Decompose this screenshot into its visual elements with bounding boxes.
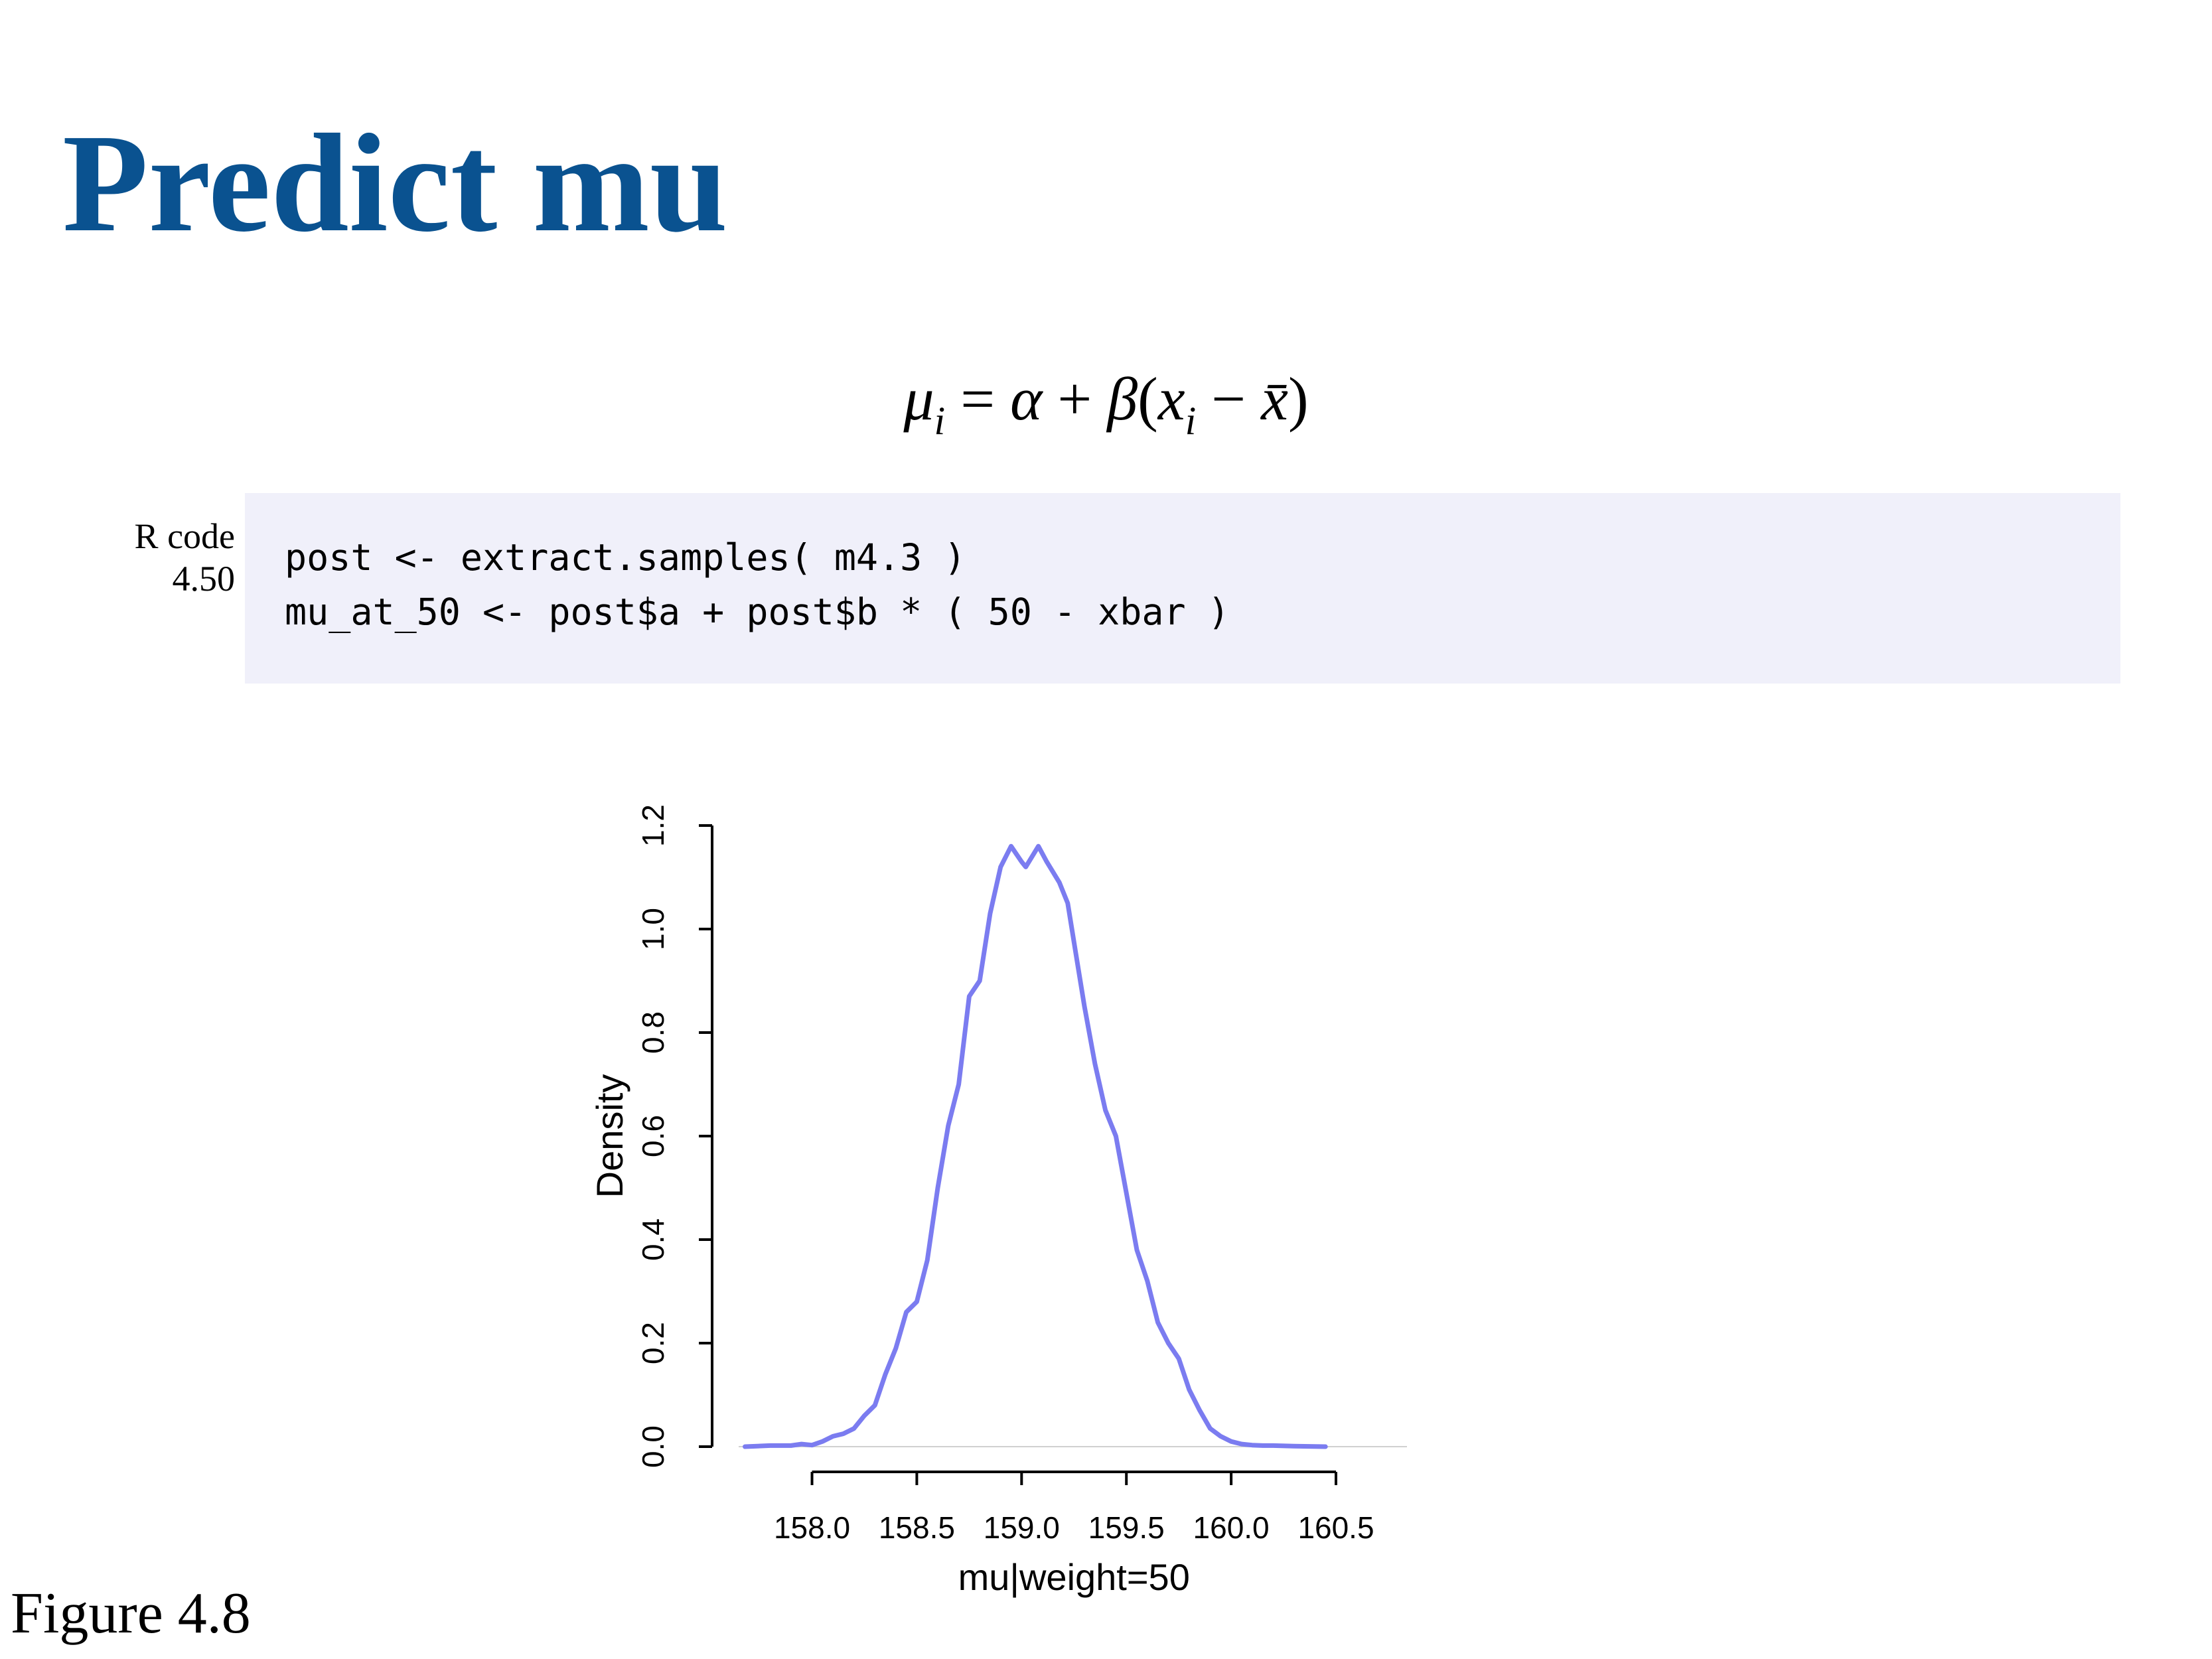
y-axis-label: Density xyxy=(589,1074,630,1198)
y-tick-label: 1.2 xyxy=(636,804,670,847)
x-tick-label: 159.5 xyxy=(1088,1510,1165,1545)
x-axis-label: mu|weight=50 xyxy=(958,1556,1190,1598)
equation-x-subscript: i xyxy=(1185,399,1197,443)
code-line: mu_at_50 <- post$a + post$b * ( 50 - xba… xyxy=(285,591,1230,633)
model-equation: μi = α + β(xi − x̄) xyxy=(0,368,2212,441)
x-tick-label: 160.5 xyxy=(1297,1510,1374,1545)
equation-alpha: α xyxy=(1010,365,1043,433)
equation-mu-subscript: i xyxy=(934,399,946,443)
x-tick-label: 159.0 xyxy=(984,1510,1060,1545)
y-tick-label: 0.4 xyxy=(636,1218,670,1261)
equation-close-paren: ) xyxy=(1288,365,1309,433)
equation-plus: + xyxy=(1042,365,1108,433)
code-label-number: 4.50 xyxy=(172,559,236,599)
equation-equals: = xyxy=(945,365,1011,433)
y-tick-label: 0.2 xyxy=(636,1322,670,1364)
equation-open-paren: ( xyxy=(1138,365,1158,433)
x-tick-label: 160.0 xyxy=(1193,1510,1270,1545)
equation-xbar: x̄ xyxy=(1261,365,1288,433)
y-tick-label: 0.6 xyxy=(636,1115,670,1157)
equation-x: x xyxy=(1157,365,1185,433)
code-label: R code 4.50 xyxy=(100,515,235,600)
density-curve xyxy=(743,843,1328,1449)
equation-mu: μ xyxy=(903,365,934,433)
figure-caption: Figure 4.8 xyxy=(11,1581,251,1646)
equation-minus: − xyxy=(1196,365,1262,433)
code-label-language: R code xyxy=(134,516,235,556)
y-tick-label: 0.0 xyxy=(636,1425,670,1468)
equation-beta: β xyxy=(1107,365,1138,433)
y-tick-label: 0.8 xyxy=(636,1011,670,1054)
slide-title: Predict mu xyxy=(62,105,728,261)
y-tick-label: 1.0 xyxy=(636,908,670,950)
code-block: post <- extract.samples( m4.3 ) mu_at_50… xyxy=(245,493,2120,684)
x-tick-label: 158.5 xyxy=(879,1510,955,1545)
x-tick-label: 158.0 xyxy=(774,1510,850,1545)
code-line: post <- extract.samples( m4.3 ) xyxy=(285,536,966,579)
